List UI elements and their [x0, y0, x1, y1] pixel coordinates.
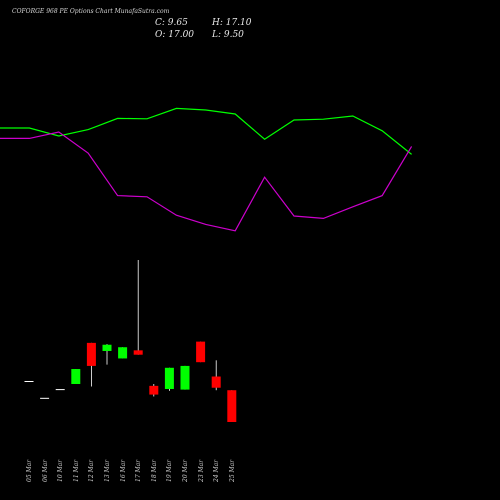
indicator-line-1: [0, 107, 412, 155]
x-tick-label: 06 Mar: [41, 459, 49, 482]
candle-24-mar: [211, 360, 221, 391]
x-tick-label: 16 Mar: [119, 459, 127, 482]
candlestick-layer: [24, 260, 237, 422]
open-value: O: 17.00: [155, 30, 195, 40]
candle-18-mar: [149, 383, 159, 397]
candle-body: [149, 385, 159, 395]
candle-body: [71, 369, 81, 384]
candle-13-mar: [102, 344, 112, 365]
chart-title: COFORGE 968 PE Options Chart MunafaSutra…: [12, 8, 170, 15]
candle-16-mar: [118, 347, 128, 359]
candle-11-mar: [71, 369, 81, 384]
candle-body: [118, 347, 128, 359]
candle-body: [227, 390, 237, 422]
candle-body: [211, 376, 221, 388]
x-tick-label: 19 Mar: [166, 459, 174, 482]
candle-25-mar: [227, 390, 237, 422]
x-tick-label: 23 Mar: [197, 459, 205, 482]
candle-20-mar: [180, 365, 190, 390]
low-value: L: 9.50: [212, 30, 244, 40]
candle-body: [133, 350, 143, 355]
candle-17-mar: [133, 260, 143, 355]
x-tick-label: 25 Mar: [228, 459, 236, 482]
close-value: C: 9.65: [155, 18, 188, 28]
candle-body: [180, 365, 190, 390]
x-tick-label: 17 Mar: [135, 459, 143, 482]
candle-19-mar: [164, 367, 174, 391]
x-tick-label: 12 Mar: [88, 459, 96, 482]
candle-23-mar: [196, 341, 206, 363]
indicator-line-2: [0, 131, 413, 232]
x-tick-label: 10 Mar: [57, 459, 65, 482]
candle-body: [102, 344, 112, 351]
x-tick-label: 18 Mar: [150, 459, 158, 482]
line-indicator-layer: [0, 107, 413, 232]
x-tick-label: 13 Mar: [104, 459, 111, 482]
x-tick-label: 05 Mar: [26, 459, 33, 482]
candle-body: [164, 367, 174, 389]
candle-body: [196, 341, 206, 363]
x-tick-label: 11 Mar: [72, 459, 80, 482]
x-tick-label: 24 Mar: [213, 459, 221, 482]
candle-12-mar: [86, 342, 96, 387]
candle-body: [86, 342, 96, 366]
high-value: H: 17.10: [212, 18, 252, 28]
x-tick-label: 20 Mar: [182, 459, 189, 482]
